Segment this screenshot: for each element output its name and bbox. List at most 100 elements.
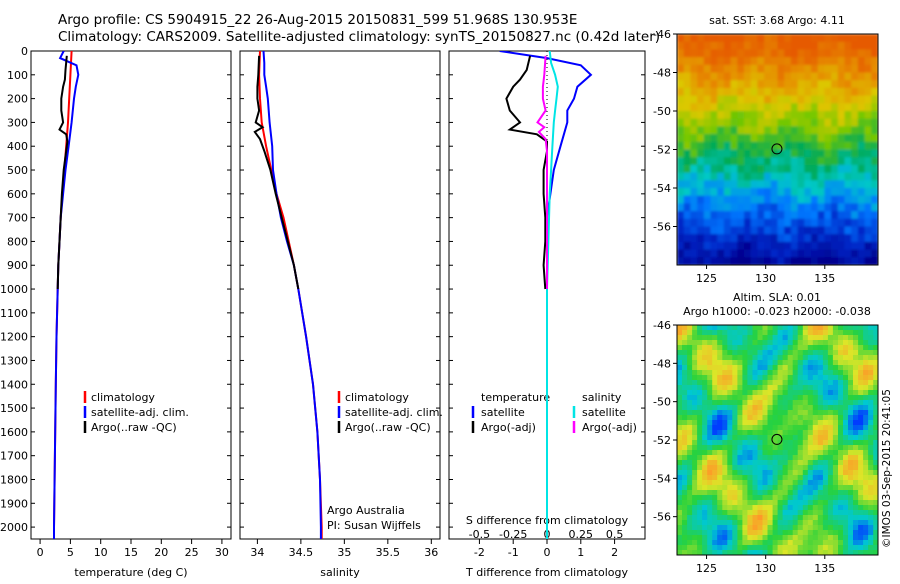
x-tick-label: 0 xyxy=(37,546,44,559)
legend-label-satellite: satellite-adj. clim. xyxy=(345,406,443,419)
legend-label-climatology: climatology xyxy=(91,391,155,404)
sla-map-cells xyxy=(677,325,878,555)
map-y-tick-label: -48 xyxy=(653,67,671,80)
header-line-1: Argo profile: CS 5904915_22 26-Aug-2015 … xyxy=(58,12,577,28)
x-tick-label: 10 xyxy=(94,546,108,559)
series-line-salinity-0 xyxy=(258,51,323,539)
header-line-2: Climatology: CARS2009. Satellite-adjuste… xyxy=(58,29,660,45)
series-line-temperature-1 xyxy=(53,51,80,539)
legend-label-argo-t: Argo(-adj) xyxy=(481,421,536,434)
map-y-tick-label: -52 xyxy=(653,144,671,157)
plot-marks: 0100200300400500600700800900100011001200… xyxy=(0,28,835,575)
x-tick-label: 36 xyxy=(424,546,438,559)
series-line-difference-0 xyxy=(499,51,593,539)
map-y-tick-label: -50 xyxy=(653,105,671,118)
depth-tick-label: 1200 xyxy=(0,331,28,344)
depth-tick-label: 0 xyxy=(21,45,28,58)
map-y-tick-label: -54 xyxy=(653,182,671,195)
depth-tick-label: 1800 xyxy=(0,473,28,486)
depth-tick-label: 600 xyxy=(7,188,28,201)
depth-tick-label: 1400 xyxy=(0,378,28,391)
series-line-difference-2 xyxy=(546,51,559,539)
depth-tick-label: 100 xyxy=(7,69,28,82)
salinity-legend: climatology satellite-adj. clim. Argo(..… xyxy=(327,391,443,532)
depth-tick-label: 1700 xyxy=(0,450,28,463)
depth-tick-label: 1100 xyxy=(0,307,28,320)
x-tick-label: -2 xyxy=(474,546,485,559)
temperature-legend: climatology satellite-adj. clim. Argo(..… xyxy=(83,391,189,434)
series-line-salinity-1 xyxy=(262,51,322,539)
x-tick-label: 34 xyxy=(250,546,264,559)
legend-label-argo: Argo(..raw -QC) xyxy=(91,421,177,434)
map-y-tick-label: -56 xyxy=(653,511,671,524)
map-y-tick-label: -56 xyxy=(653,221,671,234)
x-axis-salinity: 34 34.5 35 35.5 36 xyxy=(250,539,438,559)
annotation-line-1: Argo Australia xyxy=(327,504,405,517)
legend-label-satellite: satellite-adj. clim. xyxy=(91,406,189,419)
argo-position-marker xyxy=(771,433,783,445)
x-tick-label: 35 xyxy=(337,546,351,559)
depth-tick-label: 900 xyxy=(7,259,28,272)
x-tick-label: 34.5 xyxy=(289,546,314,559)
legend-label-argo-s: Argo(-adj) xyxy=(582,421,637,434)
x-tick-label: 35.5 xyxy=(376,546,401,559)
x-tick-label-salinity: -0.25 xyxy=(499,528,527,541)
x-tick-label-salinity: 0.5 xyxy=(606,528,624,541)
salinity-xlabel: salinity xyxy=(320,566,360,579)
legend-heading-temperature: temperature xyxy=(481,391,550,404)
difference-xlabel-bottom: T difference from climatology xyxy=(465,566,628,579)
legend-label-argo: Argo(..raw -QC) xyxy=(345,421,431,434)
x-tick-label: 1 xyxy=(577,546,584,559)
legend-heading-salinity: salinity xyxy=(582,391,622,404)
argo-position-marker xyxy=(771,143,783,155)
map-y-tick-label: -52 xyxy=(653,434,671,447)
difference-legend: temperature satellite Argo(-adj) salinit… xyxy=(471,391,637,434)
temperature-xlabel: temperature (deg C) xyxy=(74,566,187,579)
map-y-tick-label: -48 xyxy=(653,357,671,370)
depth-tick-label: 700 xyxy=(7,212,28,225)
depth-tick-label: 500 xyxy=(7,164,28,177)
sst-map xyxy=(676,33,879,266)
x-tick-label: 0 xyxy=(544,546,551,559)
map-y-tick-label: -54 xyxy=(653,472,671,485)
depth-tick-label: 1600 xyxy=(0,426,28,439)
map-axes-sla-map: 125 130 135 -46 -48 -50 -52 -54 -56 xyxy=(653,319,835,575)
salinity-panel-frame xyxy=(239,50,441,540)
depth-tick-label: 300 xyxy=(7,116,28,129)
depth-tick-label: 200 xyxy=(7,93,28,106)
sst-map-cells xyxy=(677,34,878,265)
series-line-temperature-2 xyxy=(56,55,69,290)
depth-axis: 0 100 200 300 400 500 600 700 800 900 1000 1100 1200… xyxy=(0,45,645,534)
x-tick-label-salinity: -0.5 xyxy=(469,528,490,541)
map-x-tick-label: 130 xyxy=(755,272,776,285)
map-x-tick-label: 125 xyxy=(696,562,717,575)
depth-tick-label: 1300 xyxy=(0,354,28,367)
legend-label-climatology: climatology xyxy=(345,391,409,404)
depth-tick-label: 2000 xyxy=(0,521,28,534)
x-tick-label: -1 xyxy=(508,546,519,559)
sla-map-subtitle: Argo h1000: -0.023 h2000: -0.038 xyxy=(683,305,871,318)
legend-label-satellite-t: satellite xyxy=(481,406,525,419)
depth-tick-label: 1000 xyxy=(0,283,28,296)
map-x-tick-label: 125 xyxy=(696,272,717,285)
map-x-tick-label: 130 xyxy=(755,562,776,575)
map-y-tick-label: -46 xyxy=(653,319,671,332)
series-line-difference-3 xyxy=(536,55,548,289)
depth-tick-label: 800 xyxy=(7,235,28,248)
x-tick-label: 25 xyxy=(185,546,199,559)
legend-label-satellite-s: satellite xyxy=(582,406,626,419)
map-y-tick-label: -46 xyxy=(653,28,671,41)
depth-tick-label: 1900 xyxy=(0,497,28,510)
x-tick-label: 2 xyxy=(611,546,618,559)
x-tick-label: 15 xyxy=(124,546,138,559)
series-line-difference-1 xyxy=(505,55,548,290)
sla-map xyxy=(676,324,879,556)
series-line-salinity-2 xyxy=(253,55,300,290)
credit-label: ©IMOS 03-Sep-2015 20:41:05 xyxy=(881,389,893,548)
x-tick-label: 20 xyxy=(154,546,168,559)
depth-tick-label: 1500 xyxy=(0,402,28,415)
x-tick-label: 30 xyxy=(215,546,229,559)
map-axes-sst-map: 125 130 135 -46 -48 -50 -52 -54 -56 xyxy=(653,28,835,285)
